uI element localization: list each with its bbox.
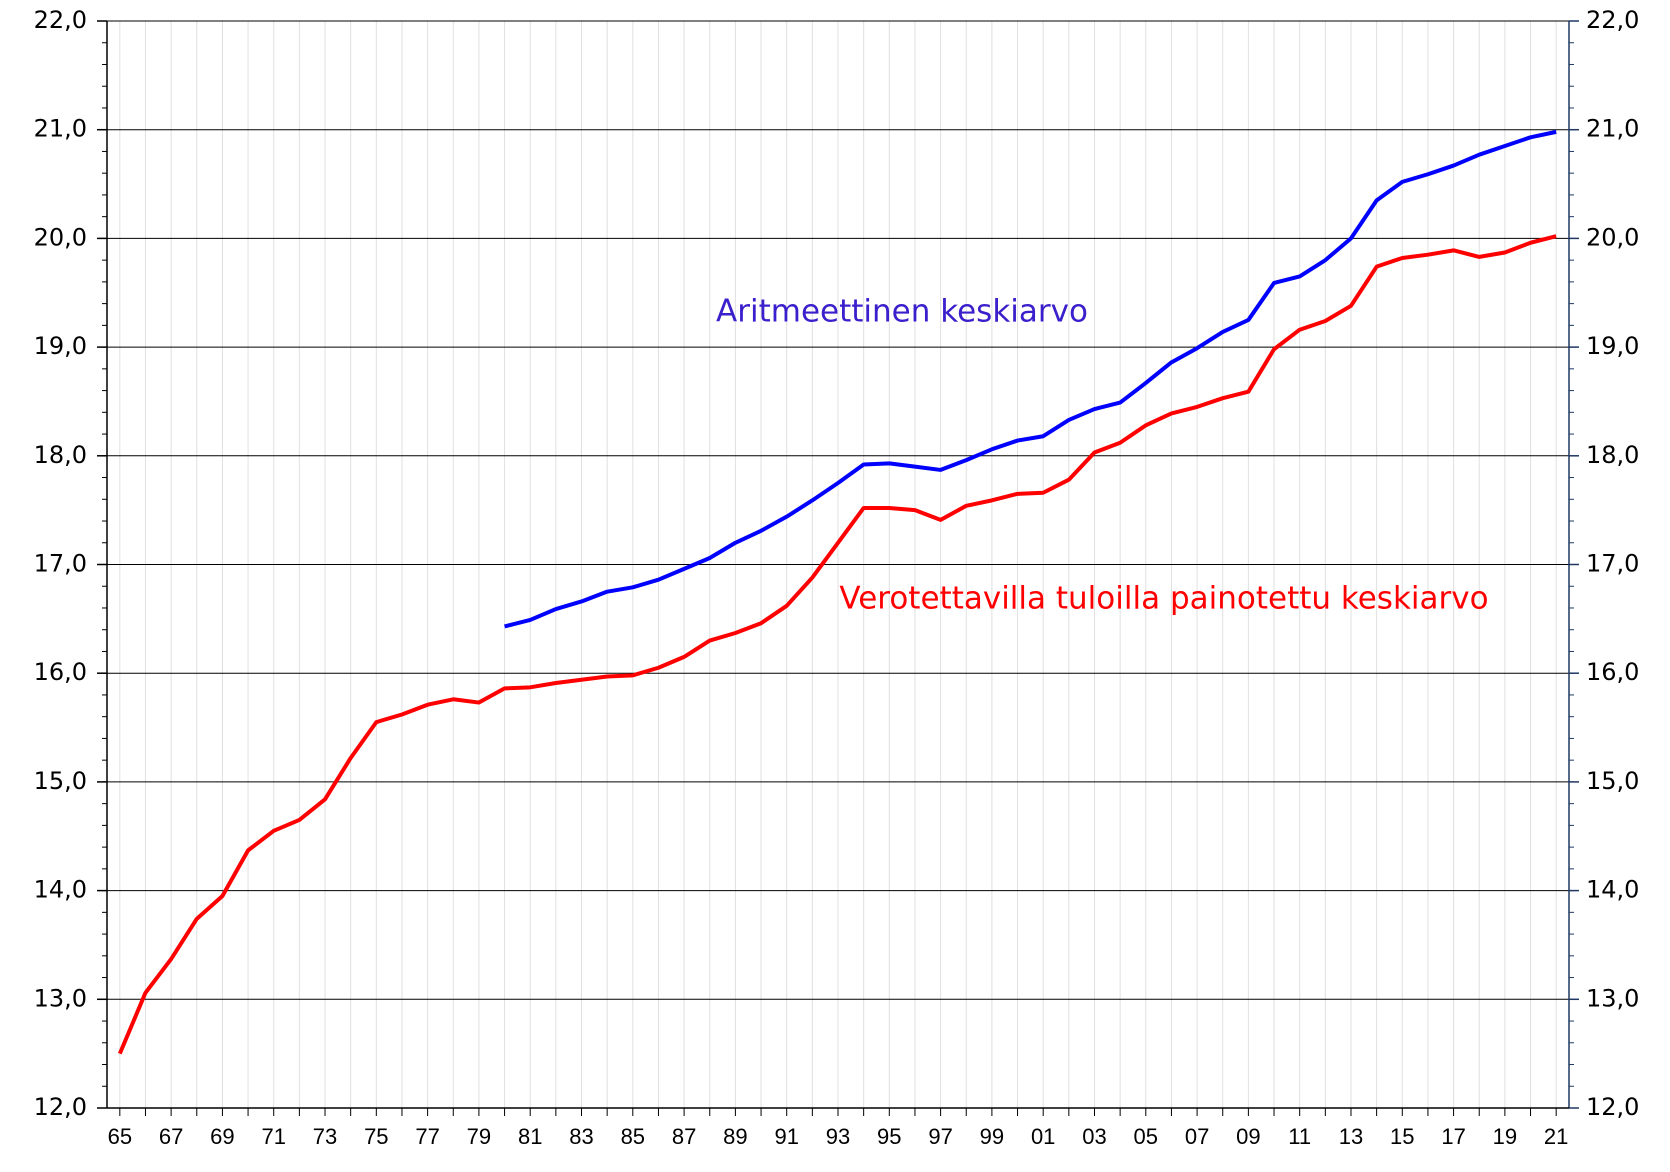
x-tick-label: 13 [1339,1124,1363,1149]
x-tick-label: 65 [108,1124,132,1149]
y-tick-label: 21,0 [34,115,87,143]
y2-tick-label: 16,0 [1586,658,1639,686]
y-tick-label: 16,0 [34,658,87,686]
x-tick-label: 85 [621,1124,645,1149]
y2-tick-label: 12,0 [1586,1093,1639,1121]
x-tick-label: 09 [1236,1124,1260,1149]
y2-tick-label: 14,0 [1586,876,1639,904]
x-tick-label: 93 [826,1124,850,1149]
y-tick-label: 12,0 [34,1093,87,1121]
y2-tick-label: 21,0 [1586,115,1639,143]
x-tick-label: 05 [1134,1124,1158,1149]
y2-tick-label: 18,0 [1586,441,1639,469]
x-tick-label: 77 [415,1124,439,1149]
y2-tick-label: 22,0 [1586,6,1639,34]
x-tick-label: 07 [1185,1124,1209,1149]
x-tick-label: 81 [518,1124,542,1149]
x-tick-label: 15 [1390,1124,1414,1149]
y2-tick-label: 15,0 [1586,767,1639,795]
y2-tick-label: 20,0 [1586,223,1639,251]
x-tick-label: 89 [723,1124,747,1149]
y2-tick-label: 13,0 [1586,984,1639,1012]
y-tick-label: 13,0 [34,984,87,1012]
x-tick-label: 95 [877,1124,901,1149]
x-tick-label: 01 [1031,1124,1055,1149]
y-tick-label: 19,0 [34,332,87,360]
x-tick-label: 69 [210,1124,234,1149]
y2-tick-label: 17,0 [1586,550,1639,578]
x-tick-label: 71 [261,1124,285,1149]
y-tick-label: 15,0 [34,767,87,795]
x-tick-label: 75 [364,1124,388,1149]
series-line [504,129,1557,629]
x-tick-label: 11 [1288,1124,1311,1149]
series-label: Aritmeettinen keskiarvo [716,294,1088,330]
x-tick-label: 67 [159,1124,183,1149]
y-tick-label: 22,0 [34,6,87,34]
series-line [117,234,1557,1055]
x-tick-label: 83 [569,1124,593,1149]
x-tick-label: 21 [1544,1124,1568,1149]
x-tick-label: 97 [928,1124,952,1149]
y-tick-label: 17,0 [34,550,87,578]
x-tick-label: 79 [467,1124,491,1149]
x-tick-label: 73 [313,1124,337,1149]
y-tick-label: 18,0 [34,441,87,469]
x-tick-label: 17 [1441,1124,1465,1149]
y-tick-label: 14,0 [34,876,87,904]
x-tick-label: 03 [1082,1124,1106,1149]
y-tick-label: 20,0 [34,223,87,251]
series-label: Verotettavilla tuloilla painotettu keski… [839,581,1488,617]
x-tick-label: 91 [774,1124,798,1149]
x-tick-label: 99 [980,1124,1004,1149]
x-tick-label: 87 [672,1124,696,1149]
x-tick-label: 19 [1493,1124,1517,1149]
y2-tick-label: 19,0 [1586,332,1639,360]
